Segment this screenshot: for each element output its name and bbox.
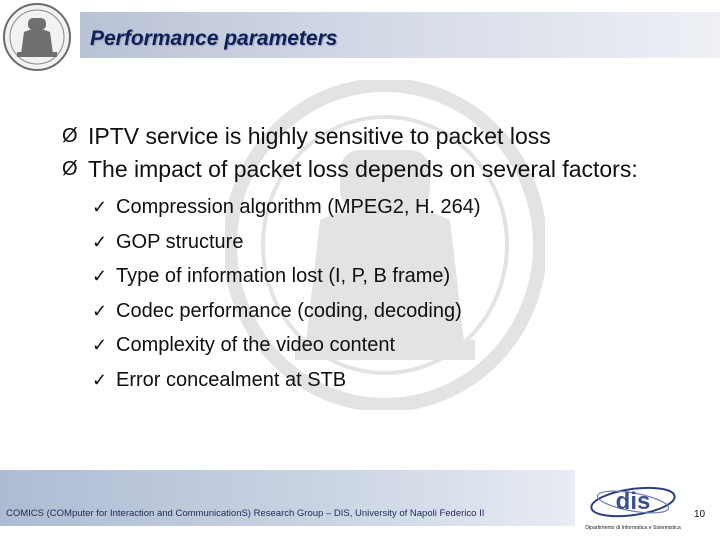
bullet-list: Ø IPTV service is highly sensitive to pa… [62,120,702,397]
footer-bar [0,470,575,526]
check-bullet-icon: ✓ [92,300,108,321]
arrow-bullet-icon: Ø [62,125,78,147]
slide-title: Performance parameters [90,27,338,50]
sub-bullet-item: ✓ Codec performance (coding, decoding) [92,294,702,329]
sub-bullet-text: Type of information lost (I, P, B frame) [116,265,451,287]
sub-bullet-item: ✓ Compression algorithm (MPEG2, H. 264) [92,190,702,225]
sub-bullet-item: ✓ GOP structure [92,225,702,260]
bullet-item: Ø The impact of packet loss depends on s… [62,153,702,186]
check-bullet-icon: ✓ [92,369,108,390]
page-number: 10 [694,509,706,520]
bullet-item: Ø IPTV service is highly sensitive to pa… [62,120,702,153]
sub-bullet-list: ✓ Compression algorithm (MPEG2, H. 264) … [92,190,702,397]
title-bar [80,12,720,58]
bullet-text: The impact of packet loss depends on sev… [88,156,638,182]
sub-bullet-item: ✓ Type of information lost (I, P, B fram… [92,259,702,294]
dis-logo-text: dis [616,488,651,515]
sub-bullet-text: Compression algorithm (MPEG2, H. 264) [116,196,481,218]
sub-bullet-item: ✓ Complexity of the video content [92,328,702,363]
dis-logo: dis Dipartimento di Informatica e Sistem… [585,486,681,531]
sub-bullet-text: Complexity of the video content [116,334,396,356]
sub-bullet-text: Codec performance (coding, decoding) [116,299,462,322]
check-bullet-icon: ✓ [92,231,108,252]
sub-bullet-text: GOP structure [116,230,244,253]
check-bullet-icon: ✓ [92,197,108,217]
university-seal-watermark-icon [225,80,545,410]
bullet-text: IPTV service is highly sensitive to pack… [88,123,551,149]
check-bullet-icon: ✓ [92,266,108,286]
university-seal-icon [3,3,71,71]
dis-caption: Dipartimento di Informatica e Sistemisti… [585,525,681,531]
sub-bullet-text: Error concealment at STB [116,368,347,391]
check-bullet-icon: ✓ [92,335,108,355]
sub-bullet-item: ✓ Error concealment at STB [92,363,702,398]
footer-text: COMICS (COMputer for Interaction and Com… [6,508,485,519]
arrow-bullet-icon: Ø [62,158,78,180]
